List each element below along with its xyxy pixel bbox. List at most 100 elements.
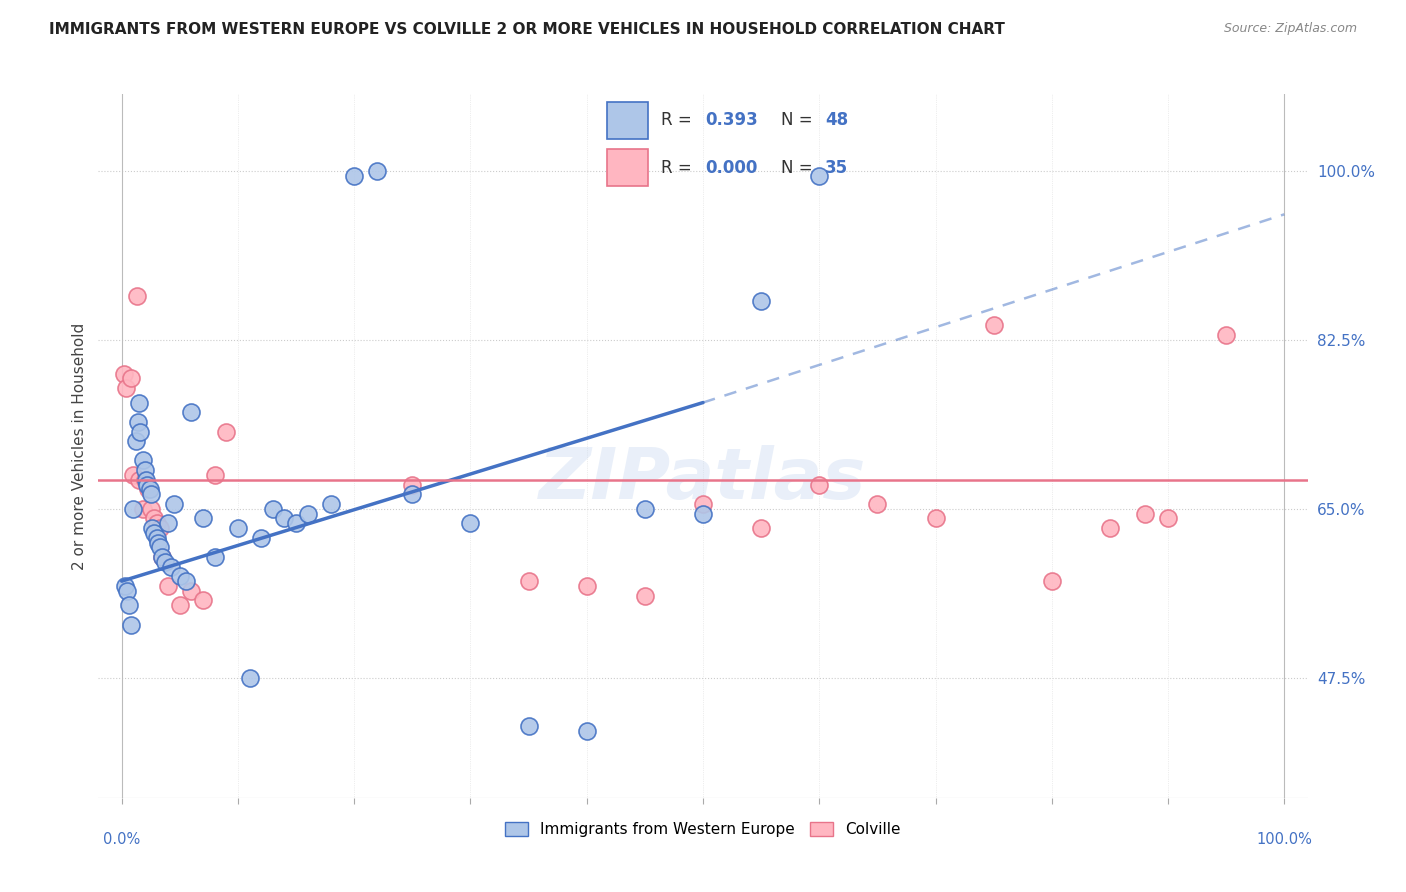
Point (138, 483, 160, 497)
Point (135, 473, 157, 487)
Point (169, 569, 191, 583)
Point (692, 507, 714, 521)
Point (401, 477, 423, 491)
Point (239, 671, 262, 685)
Point (517, 574, 540, 589)
Point (180, 583, 202, 598)
Text: 48: 48 (825, 112, 848, 129)
Point (366, 164, 388, 178)
Text: IMMIGRANTS FROM WESTERN EUROPE VS COLVILLE 2 OR MORE VEHICLES IN HOUSEHOLD CORRE: IMMIGRANTS FROM WESTERN EUROPE VS COLVIL… (49, 22, 1005, 37)
Point (191, 593, 214, 607)
Point (634, 589, 657, 603)
Text: N =: N = (782, 159, 818, 177)
Point (127, 415, 149, 429)
Text: 0.393: 0.393 (704, 112, 758, 129)
Point (319, 497, 342, 511)
FancyBboxPatch shape (607, 149, 648, 186)
Y-axis label: 2 or more Vehicles in Household: 2 or more Vehicles in Household (72, 322, 87, 570)
Point (112, 367, 135, 381)
Point (191, 511, 214, 525)
Point (157, 579, 180, 593)
Text: R =: R = (661, 112, 697, 129)
Point (1157, 511, 1180, 525)
Point (250, 531, 273, 545)
Point (226, 521, 249, 535)
Point (150, 549, 173, 564)
Point (157, 516, 180, 531)
Point (139, 487, 162, 501)
Point (749, 294, 772, 309)
Text: 35: 35 (825, 159, 848, 177)
Text: ZIPatlas: ZIPatlas (540, 445, 866, 515)
Point (634, 501, 657, 516)
Point (143, 525, 166, 540)
Point (136, 477, 159, 491)
Point (262, 501, 284, 516)
Point (159, 559, 181, 574)
Point (575, 579, 598, 593)
Point (139, 501, 162, 516)
Point (118, 599, 141, 613)
Point (169, 599, 191, 613)
Point (174, 574, 197, 589)
Text: 100.0%: 100.0% (1257, 832, 1312, 847)
Point (517, 719, 540, 733)
Point (285, 516, 308, 531)
Point (1133, 507, 1156, 521)
Point (297, 507, 319, 521)
Point (129, 425, 152, 439)
Point (150, 549, 173, 564)
Point (122, 501, 145, 516)
Point (153, 555, 176, 569)
Point (1040, 574, 1063, 589)
Text: 0.0%: 0.0% (103, 832, 141, 847)
Point (204, 549, 226, 564)
Point (131, 501, 153, 516)
Point (141, 521, 163, 535)
Point (145, 531, 167, 545)
Text: Source: ZipAtlas.com: Source: ZipAtlas.com (1223, 22, 1357, 36)
Point (460, 516, 482, 531)
Point (343, 169, 366, 183)
Text: R =: R = (661, 159, 697, 177)
Point (692, 497, 714, 511)
Text: 0.000: 0.000 (704, 159, 758, 177)
Point (866, 497, 889, 511)
Point (120, 371, 142, 385)
Point (808, 477, 831, 491)
Text: N =: N = (782, 112, 818, 129)
Point (575, 723, 598, 738)
Point (215, 425, 238, 439)
Point (143, 511, 166, 525)
Point (128, 395, 150, 409)
Point (180, 405, 202, 419)
Point (120, 617, 142, 632)
Point (149, 521, 172, 535)
Point (134, 473, 156, 487)
Point (146, 535, 169, 549)
Point (163, 497, 186, 511)
Point (149, 541, 172, 555)
Point (145, 516, 167, 531)
Point (401, 487, 423, 501)
Point (273, 511, 295, 525)
Point (1098, 521, 1121, 535)
FancyBboxPatch shape (607, 102, 648, 139)
Point (134, 463, 156, 477)
Point (808, 169, 831, 183)
Point (924, 511, 946, 525)
Point (115, 381, 138, 395)
Point (204, 467, 226, 482)
Point (117, 583, 139, 598)
Point (114, 579, 136, 593)
Point (128, 473, 150, 487)
Point (122, 467, 145, 482)
Point (131, 453, 153, 467)
Legend: Immigrants from Western Europe, Colville: Immigrants from Western Europe, Colville (499, 816, 907, 844)
Point (138, 483, 160, 497)
Point (125, 289, 148, 303)
Point (124, 434, 146, 449)
Point (1215, 328, 1237, 343)
Point (749, 521, 772, 535)
Point (983, 318, 1005, 333)
